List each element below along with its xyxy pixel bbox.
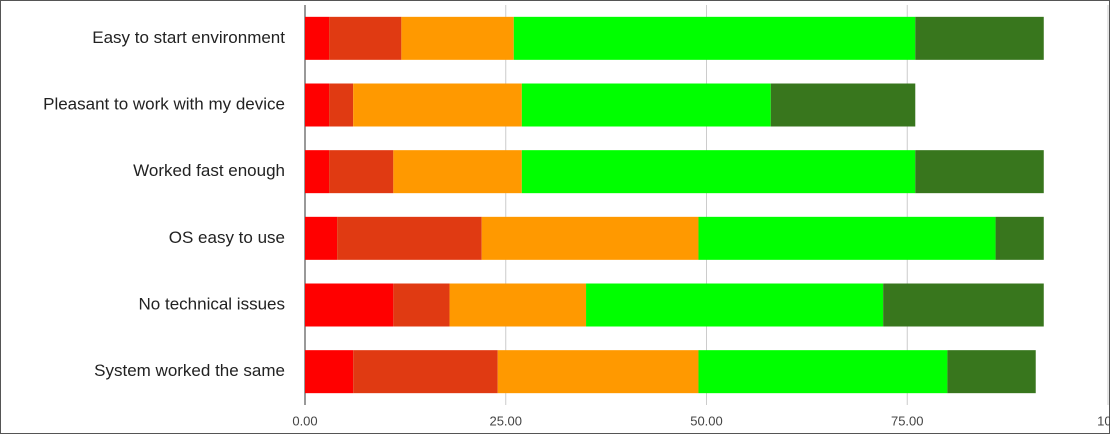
bar-segment xyxy=(329,16,402,60)
bar-segment xyxy=(401,16,514,60)
bar-segment xyxy=(305,283,394,327)
bar-segment xyxy=(521,150,916,194)
x-tick-label: 50.00 xyxy=(690,413,723,428)
bar-segment xyxy=(393,150,522,194)
bar-segment xyxy=(329,83,354,127)
x-tick-label: 75.00 xyxy=(891,413,924,428)
bar-segment xyxy=(698,350,948,394)
bar-segment xyxy=(329,150,394,194)
bar-segment xyxy=(353,83,522,127)
bar-segment xyxy=(521,83,771,127)
bar-segment xyxy=(305,150,330,194)
bar-segment xyxy=(883,283,1044,327)
bar-segment xyxy=(915,16,1044,60)
bar-segment xyxy=(337,216,482,260)
bar-segment xyxy=(513,16,916,60)
x-tick-label: 0.00 xyxy=(292,413,317,428)
y-tick-label: Easy to start environment xyxy=(92,28,285,47)
bar-segment xyxy=(305,216,338,260)
y-tick-label: Pleasant to work with my device xyxy=(43,94,285,113)
bar-segment xyxy=(305,83,330,127)
bar-segment xyxy=(586,283,884,327)
bar-segment xyxy=(305,350,354,394)
bar-segment xyxy=(497,350,699,394)
bar-segment xyxy=(305,16,330,60)
bar-segment xyxy=(947,350,1036,394)
bar-segment xyxy=(449,283,587,327)
x-tick-label: 100 xyxy=(1097,413,1110,428)
y-tick-label: Worked fast enough xyxy=(133,161,285,180)
bar-segment xyxy=(481,216,699,260)
bar-segment xyxy=(698,216,996,260)
y-tick-label: System worked the same xyxy=(94,361,285,380)
y-tick-label: OS easy to use xyxy=(169,228,285,247)
y-tick-label: No technical issues xyxy=(139,294,285,313)
bar-segment xyxy=(393,283,450,327)
bar-segment xyxy=(353,350,498,394)
bar-segment xyxy=(770,83,916,127)
x-tick-label: 25.00 xyxy=(489,413,522,428)
bar-segment xyxy=(915,150,1044,194)
bar-segment xyxy=(995,216,1044,260)
